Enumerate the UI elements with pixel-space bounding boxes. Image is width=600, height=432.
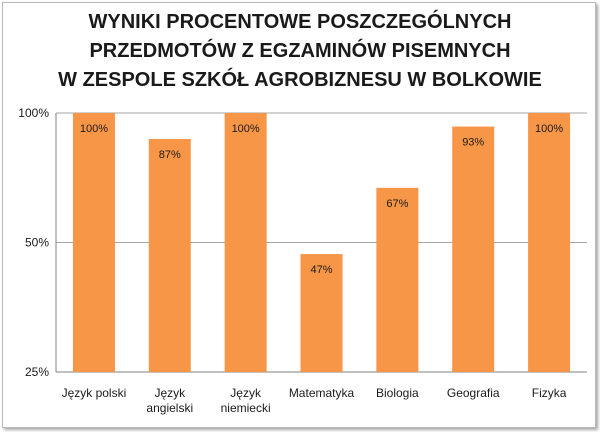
chart-title-line-3: W ZESPOLE SZKÓŁ AGROBIZNESU W BOLKOWIE — [58, 69, 542, 91]
y-tick-label: 100% — [18, 106, 49, 120]
data-label: 67% — [386, 198, 408, 210]
data-label: 93% — [462, 137, 484, 149]
x-tick-label: Geografia — [447, 386, 500, 400]
bar — [528, 113, 571, 372]
x-tick-label: Biologia — [376, 386, 419, 400]
data-label: 100% — [80, 123, 108, 135]
chart-title-line-2: PRZEDMOTÓW Z EGZAMINÓW PISEMNYCH — [89, 40, 511, 62]
y-tick-label: 25% — [25, 365, 49, 379]
x-tick-label: Matematyka — [289, 386, 355, 400]
bar — [300, 254, 343, 372]
bar — [148, 139, 191, 372]
data-label: 100% — [535, 123, 563, 135]
bar — [452, 126, 495, 372]
x-tick-label: Język niemiecki — [221, 386, 271, 415]
bar — [72, 113, 115, 372]
bar — [224, 113, 267, 372]
data-label: 100% — [232, 123, 260, 135]
y-tick-label: 50% — [25, 236, 49, 250]
chart-title-line-1: WYNIKI PROCENTOWE POSZCZEGÓLNYCH — [88, 11, 512, 33]
x-tick-label: Fizyka — [532, 386, 567, 400]
data-label: 47% — [310, 264, 332, 276]
data-label: 87% — [159, 149, 181, 161]
x-tick-label: Język angielski — [146, 386, 193, 415]
x-tick-label: Język polski — [62, 386, 127, 400]
bar — [376, 187, 419, 372]
chart-title: WYNIKI PROCENTOWE POSZCZEGÓLNYCH PRZEDMO… — [0, 8, 600, 95]
